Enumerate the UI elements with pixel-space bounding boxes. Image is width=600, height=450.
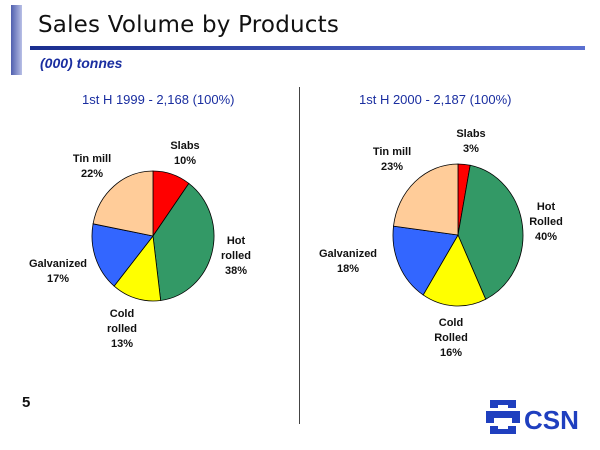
pie-chart-2000 bbox=[392, 163, 524, 307]
chart-divider bbox=[299, 87, 300, 424]
pie-slice-hot-rolled bbox=[457, 164, 524, 300]
pie-1999-label-hot-rolled: Hot rolled 38% bbox=[221, 235, 251, 277]
csn-logo-text: CSN bbox=[524, 405, 579, 435]
pie-1999-label-tin-mill: Tin mill 22% bbox=[72, 153, 112, 180]
title-accent-bar bbox=[11, 5, 22, 75]
page-title: Sales Volume by Products bbox=[38, 12, 340, 38]
title-underline bbox=[30, 46, 585, 50]
pie-2000-label-galvanized: Galvanized 18% bbox=[318, 248, 378, 275]
pie-slice-tin-mill bbox=[393, 163, 459, 236]
page-subtitle: (000) tonnes bbox=[40, 55, 123, 71]
pie-1999-label-galvanized: Galvanized 17% bbox=[28, 258, 88, 285]
chart-2000-title: 1st H 2000 - 2,187 (100%) bbox=[359, 92, 512, 107]
pie-1999-label-slabs: Slabs 10% bbox=[170, 140, 200, 167]
chart-1999-title: 1st H 1999 - 2,168 (100%) bbox=[82, 92, 235, 107]
pie-slice-galvanized bbox=[91, 223, 154, 287]
pie-2000-label-tin-mill: Tin mill 23% bbox=[372, 146, 412, 173]
pie-2000-label-slabs: Slabs 3% bbox=[456, 128, 486, 155]
pie-chart-1999 bbox=[91, 170, 215, 302]
pie-slice-galvanized bbox=[392, 225, 459, 296]
pie-slice-hot-rolled bbox=[152, 182, 215, 301]
pie-1999-label-cold-rolled: Cold rolled 13% bbox=[107, 308, 137, 350]
page-number: 5 bbox=[22, 394, 31, 411]
pie-slice-cold-rolled bbox=[422, 234, 487, 307]
pie-slice-tin-mill bbox=[92, 170, 154, 237]
pie-2000-label-cold-rolled: Cold Rolled 16% bbox=[434, 317, 468, 359]
pie-2000-label-hot-rolled: Hot Rolled 40% bbox=[529, 201, 563, 243]
csn-logo: CSN bbox=[486, 400, 579, 435]
csn-logo-mark-icon bbox=[486, 400, 520, 434]
